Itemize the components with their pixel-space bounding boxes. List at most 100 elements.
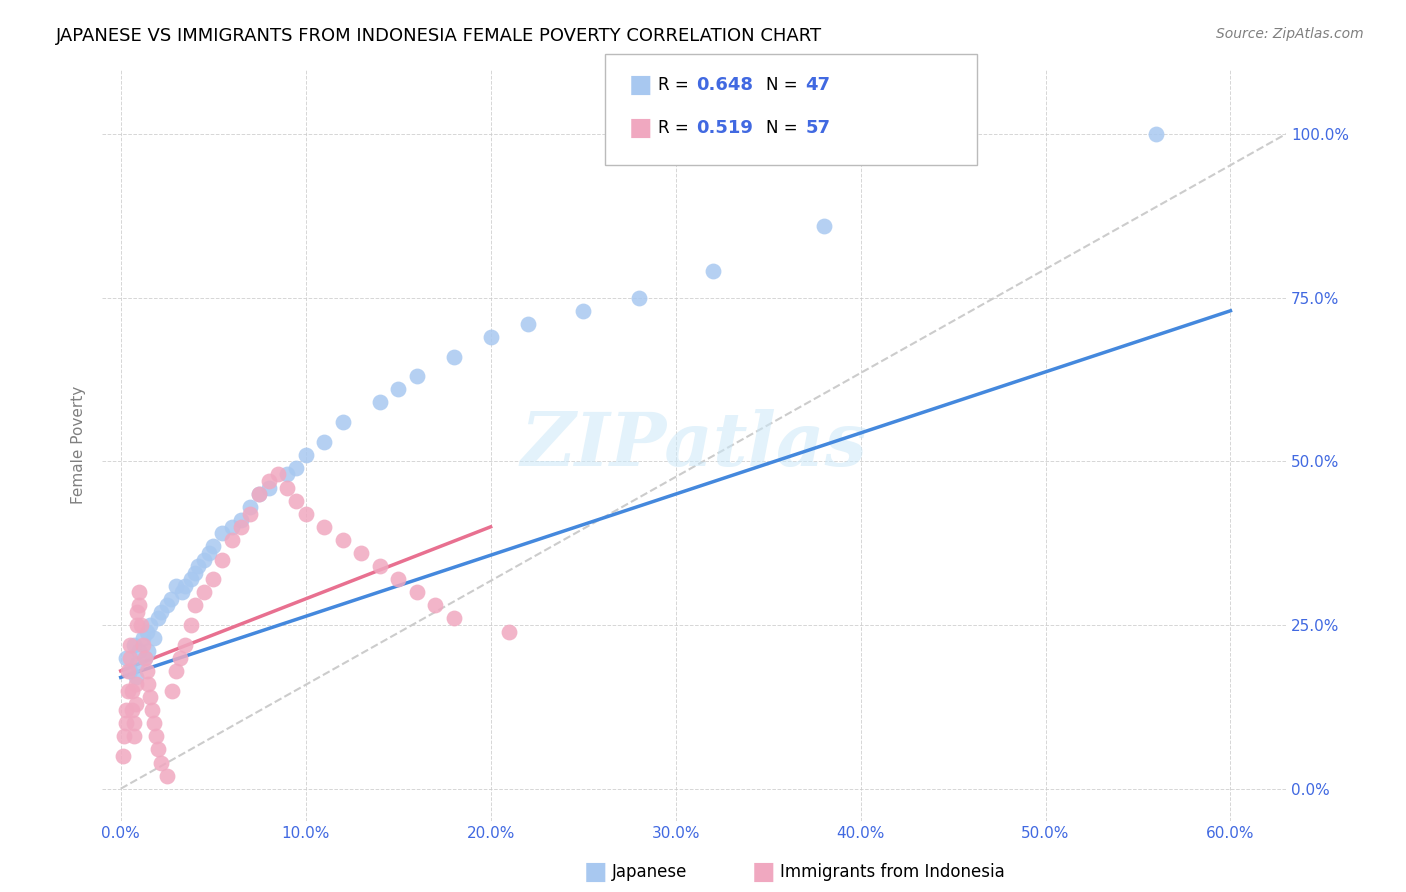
Point — [498, 624, 520, 639]
Point — [165, 579, 187, 593]
Point — [332, 533, 354, 547]
Point — [141, 703, 163, 717]
Point — [314, 434, 336, 449]
Point — [143, 631, 166, 645]
Point — [627, 291, 650, 305]
Text: ■: ■ — [628, 116, 652, 139]
Point — [180, 572, 202, 586]
Point — [221, 533, 243, 547]
Text: Source: ZipAtlas.com: Source: ZipAtlas.com — [1216, 27, 1364, 41]
Point — [124, 677, 146, 691]
Point — [276, 481, 298, 495]
Point — [117, 683, 139, 698]
Point — [479, 330, 502, 344]
Point — [138, 677, 160, 691]
Text: R =: R = — [658, 119, 695, 136]
Text: ZIPatlas: ZIPatlas — [520, 409, 868, 482]
Point — [572, 303, 595, 318]
Point — [1146, 127, 1168, 141]
Point — [118, 650, 141, 665]
Point — [202, 572, 225, 586]
Point — [150, 605, 173, 619]
Point — [211, 526, 233, 541]
Point — [193, 585, 215, 599]
Point — [387, 382, 409, 396]
Point — [146, 611, 169, 625]
Text: 57: 57 — [806, 119, 831, 136]
Point — [115, 716, 138, 731]
Point — [314, 520, 336, 534]
Point — [143, 716, 166, 731]
Point — [128, 585, 150, 599]
Point — [128, 644, 150, 658]
Point — [443, 611, 465, 625]
Text: 0.648: 0.648 — [696, 76, 754, 94]
Point — [122, 716, 145, 731]
Point — [156, 599, 179, 613]
Point — [139, 618, 162, 632]
Point — [183, 599, 205, 613]
Text: ■: ■ — [628, 73, 652, 96]
Point — [350, 546, 373, 560]
Point — [221, 520, 243, 534]
Point — [170, 585, 193, 599]
Point — [405, 585, 427, 599]
Point — [159, 591, 181, 606]
Point — [121, 703, 143, 717]
Text: N =: N = — [766, 119, 803, 136]
Point — [405, 369, 427, 384]
Point — [111, 749, 134, 764]
Point — [387, 572, 409, 586]
Point — [180, 618, 202, 632]
Point — [135, 664, 157, 678]
Point — [129, 618, 152, 632]
Point — [193, 552, 215, 566]
Text: 47: 47 — [806, 76, 831, 94]
Point — [443, 350, 465, 364]
Point — [146, 742, 169, 756]
Text: JAPANESE VS IMMIGRANTS FROM INDONESIA FEMALE POVERTY CORRELATION CHART: JAPANESE VS IMMIGRANTS FROM INDONESIA FE… — [56, 27, 823, 45]
Point — [174, 638, 197, 652]
Point — [257, 474, 280, 488]
Y-axis label: Female Poverty: Female Poverty — [72, 386, 86, 504]
Point — [257, 481, 280, 495]
Point — [169, 650, 191, 665]
Text: N =: N = — [766, 76, 803, 94]
Point — [145, 729, 167, 743]
Point — [229, 513, 252, 527]
Point — [122, 638, 145, 652]
Point — [285, 461, 308, 475]
Point — [187, 559, 209, 574]
Point — [294, 448, 316, 462]
Point — [134, 650, 156, 665]
Text: 0.519: 0.519 — [696, 119, 752, 136]
Point — [124, 697, 146, 711]
Point — [267, 467, 290, 482]
Text: Immigrants from Indonesia: Immigrants from Indonesia — [780, 863, 1005, 881]
Point — [162, 683, 184, 698]
Text: ■: ■ — [752, 861, 776, 884]
Point — [368, 559, 391, 574]
Point — [150, 756, 173, 770]
Point — [118, 664, 141, 678]
Point — [127, 657, 149, 672]
Point — [132, 638, 155, 652]
Point — [115, 703, 138, 717]
Point — [165, 664, 187, 678]
Point — [423, 599, 446, 613]
Point — [112, 729, 135, 743]
Point — [124, 670, 146, 684]
Point — [134, 650, 156, 665]
Point — [139, 690, 162, 704]
Point — [249, 487, 271, 501]
Text: R =: R = — [658, 76, 695, 94]
Point — [183, 566, 205, 580]
Point — [198, 546, 221, 560]
Point — [813, 219, 835, 233]
Point — [117, 664, 139, 678]
Point — [702, 264, 724, 278]
Point — [132, 631, 155, 645]
Point — [249, 487, 271, 501]
Point — [127, 605, 149, 619]
Point — [239, 500, 262, 515]
